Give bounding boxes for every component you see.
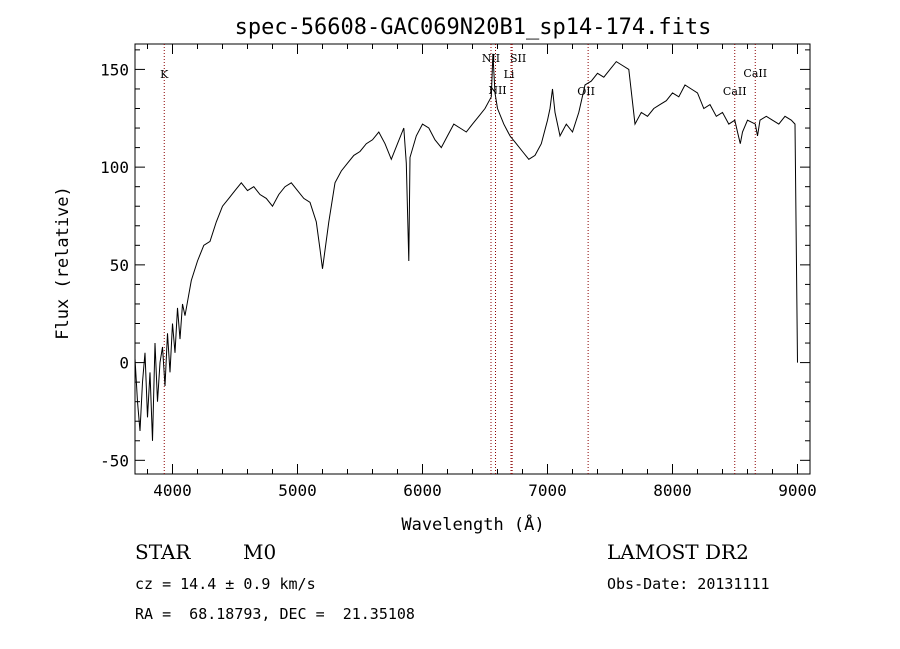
x-axis-label: Wavelength (Å) (401, 513, 544, 535)
y-tick-label: 150 (100, 60, 129, 79)
spectrum-series-line (134, 53, 798, 441)
spectral-line-label: K (160, 68, 169, 81)
y-tick-label: 50 (110, 256, 129, 275)
spectral-line-label: OII (577, 85, 595, 98)
spectral-line-label: NII (482, 52, 500, 65)
survey-label: LAMOST DR2 (607, 540, 749, 564)
spectral-line-label: Li (504, 68, 515, 81)
chart-title: spec-56608-GAC069N20B1_sp14-174.fits (235, 15, 712, 40)
plot-frame (134, 43, 811, 475)
subclass-label: M0 (243, 540, 277, 564)
obs-date-label: Obs-Date: 20131111 (607, 575, 770, 593)
x-tick-label: 5000 (278, 481, 317, 500)
spectral-line-label: SII (510, 52, 526, 65)
y-axis-label: Flux (relative) (53, 186, 73, 340)
x-tick-label: 4000 (153, 481, 192, 500)
spectral-line-label: NII (488, 84, 506, 97)
redshift-label: cz = 14.4 ± 0.9 km/s (135, 575, 316, 593)
x-tick-label: 6000 (403, 481, 442, 500)
x-tick-label: 7000 (528, 481, 567, 500)
x-tick-label: 9000 (778, 481, 817, 500)
x-tick-label: 8000 (653, 481, 692, 500)
spectral-line-label: CaII (723, 85, 747, 98)
plot-area: 4000 5000 6000 7000 8000 9000 -50 0 50 100 150 K NII… (100, 43, 817, 500)
y-tick-label: -50 (100, 451, 129, 470)
y-tick-label: 100 (100, 158, 129, 177)
spectral-line-label: CaII (743, 67, 767, 80)
coords-label: RA = 68.18793, DEC = 21.35108 (135, 605, 415, 623)
class-label: STAR (135, 540, 191, 564)
y-tick-label: 0 (119, 354, 129, 373)
